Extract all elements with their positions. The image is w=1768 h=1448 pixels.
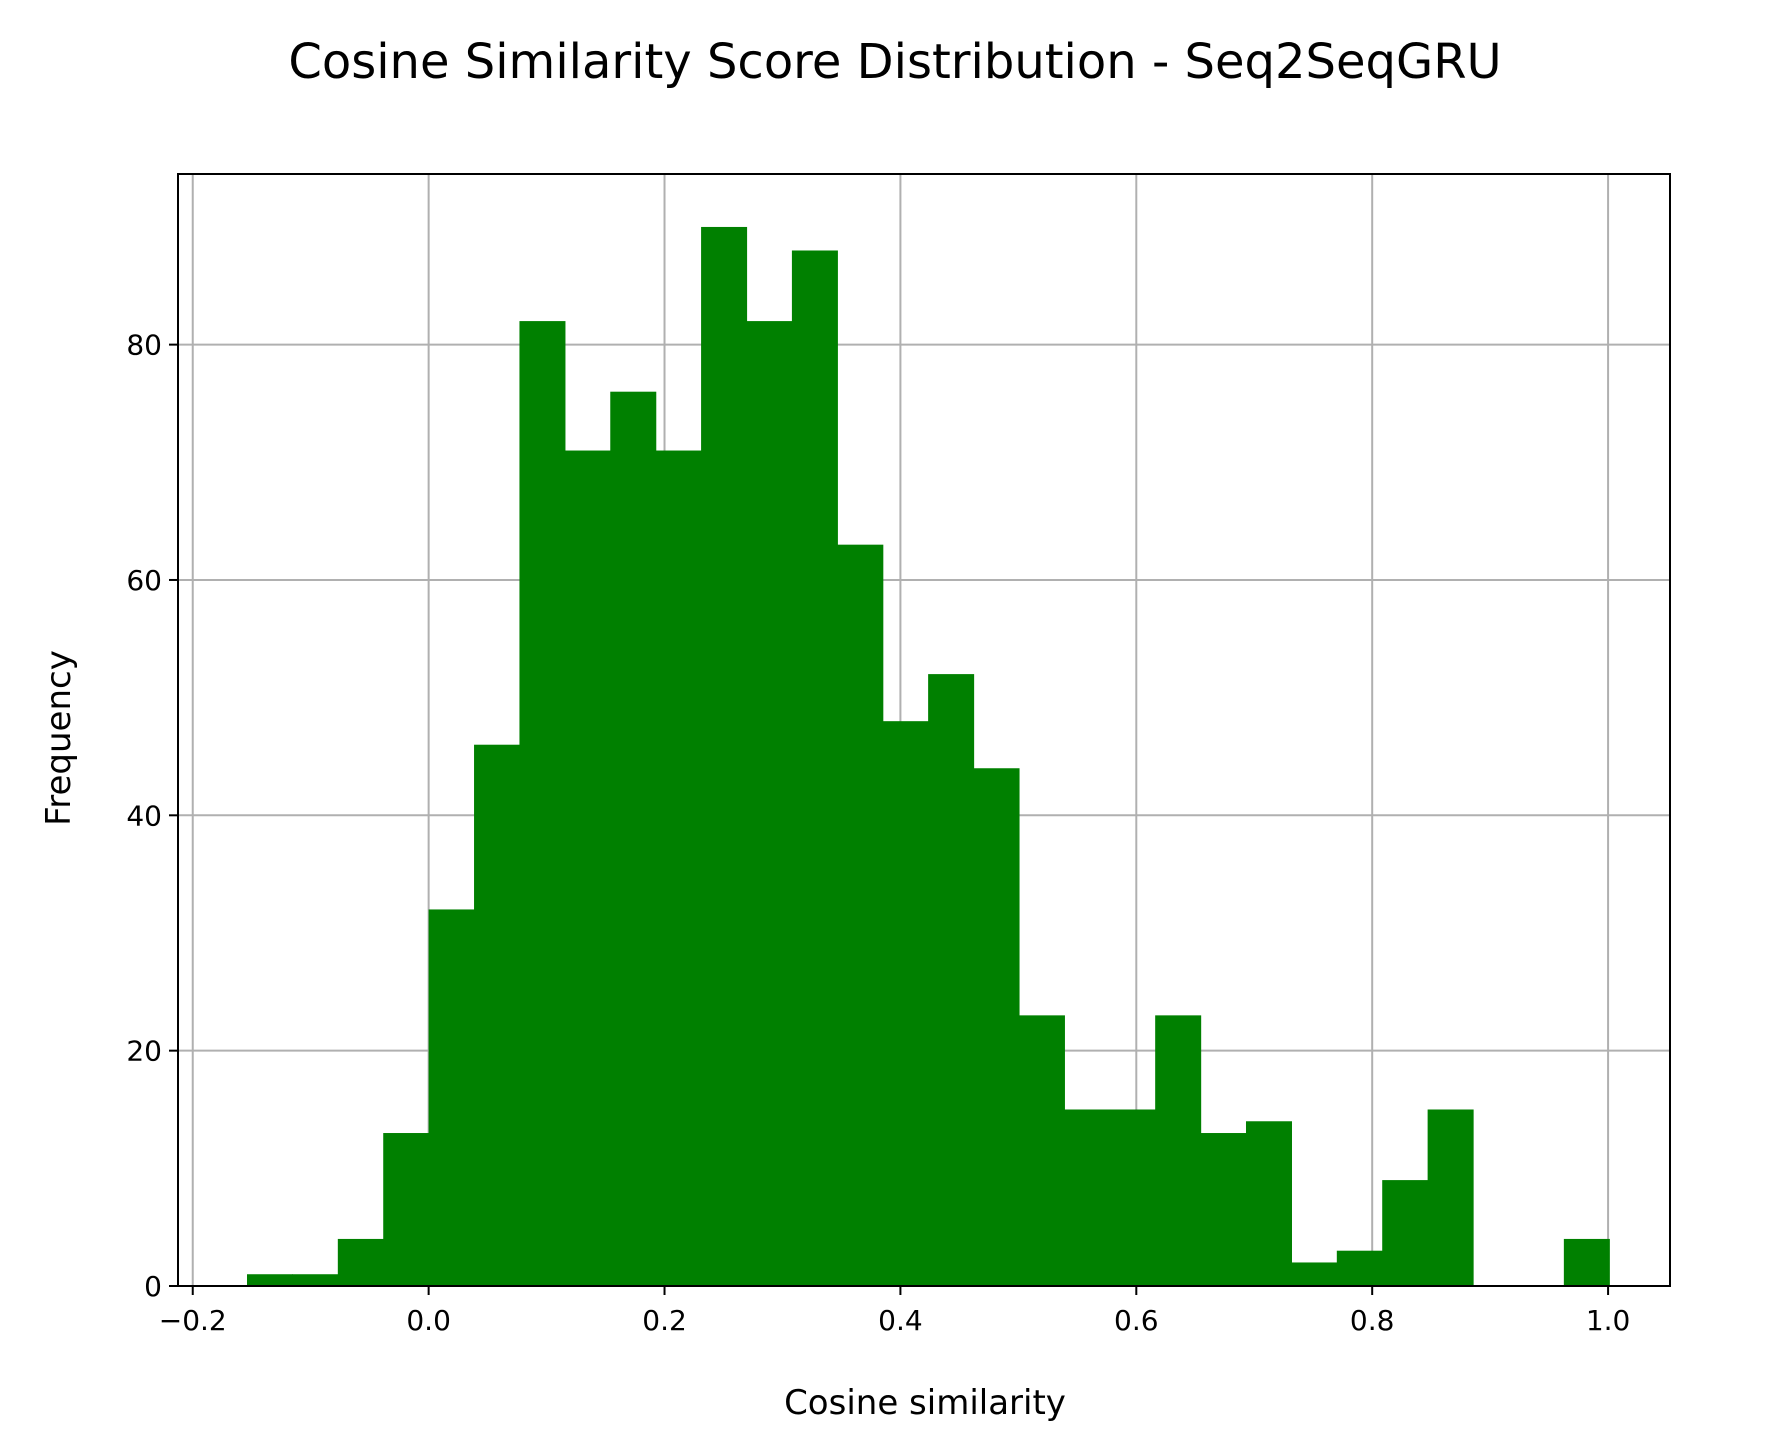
histogram-bar — [1064, 1109, 1111, 1286]
x-tick-label: 0.0 — [406, 1304, 451, 1337]
y-tick-label: 40 — [126, 799, 162, 832]
x-tick-label: 0.2 — [642, 1304, 687, 1337]
histogram-bar — [246, 1274, 294, 1286]
histogram-bar — [928, 674, 975, 1286]
histogram-bar — [655, 450, 702, 1286]
y-tick-label: 20 — [126, 1035, 162, 1068]
histogram-bar — [1427, 1109, 1474, 1286]
histogram-bar — [1563, 1238, 1610, 1286]
histogram-bar — [428, 909, 475, 1286]
histogram-bar — [1245, 1121, 1292, 1286]
histogram-bar — [564, 450, 611, 1286]
histogram-bar — [610, 391, 657, 1286]
histogram-bar — [383, 1133, 430, 1286]
y-tick-label: 60 — [126, 564, 162, 597]
plot-area: −0.2 0.0 0.2 0.4 0.6 0.8 1.0 0 20 40 60 80 — [126, 173, 1671, 1337]
axes-frame — [177, 173, 1671, 1287]
histogram-bar — [1109, 1109, 1156, 1286]
histogram-bar — [837, 544, 884, 1286]
histogram-bars — [246, 226, 1610, 1286]
histogram-bar — [746, 321, 793, 1286]
x-tick-label: 0.8 — [1350, 1304, 1395, 1337]
x-tick-label: −0.2 — [159, 1304, 227, 1337]
histogram-bar — [1018, 1015, 1065, 1286]
histogram-bar — [1291, 1262, 1338, 1286]
x-tick-label: 1.0 — [1586, 1304, 1631, 1337]
axis-ticks: −0.2 0.0 0.2 0.4 0.6 0.8 1.0 0 20 40 60 80 — [126, 329, 1630, 1337]
histogram-bar — [337, 1238, 384, 1286]
chart-title: Cosine Similarity Score Distribution - S… — [288, 34, 1501, 90]
histogram-bar — [474, 744, 521, 1286]
histogram-bar — [1382, 1180, 1429, 1286]
x-tick-label: 0.6 — [1114, 1304, 1159, 1337]
x-axis-label: Cosine similarity — [784, 1383, 1066, 1423]
histogram-bar — [292, 1274, 339, 1286]
x-tick-label: 0.4 — [878, 1304, 923, 1337]
histogram-bar — [882, 721, 929, 1286]
histogram-bar — [973, 768, 1020, 1286]
y-axis-label: Frequency — [39, 650, 79, 826]
histogram-bar — [1200, 1133, 1247, 1286]
histogram-bar — [701, 226, 748, 1286]
histogram-bar — [1336, 1250, 1383, 1286]
y-tick-label: 80 — [126, 329, 162, 362]
histogram-bar — [519, 321, 566, 1286]
histogram-bar — [791, 250, 838, 1286]
histogram-bar — [1155, 1015, 1202, 1286]
y-tick-label: 0 — [144, 1270, 162, 1303]
